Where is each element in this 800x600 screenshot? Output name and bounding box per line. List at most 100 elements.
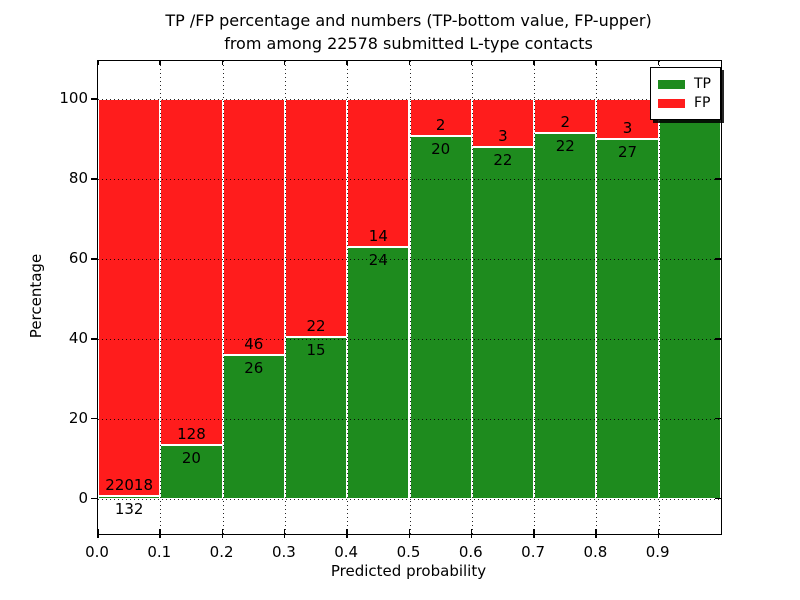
x-gridline [534,61,536,534]
legend-item-label: TP [694,76,711,92]
bar-segment-fp [222,99,285,355]
x-tick-label: 0.0 [85,543,109,561]
bar-label-fp: 2 [435,115,446,134]
legend-item: FP [658,95,711,111]
x-tick-top [533,60,535,65]
bar-label-fp: 3 [622,119,633,138]
x-tick-bottom [346,529,348,538]
y-tick-left [91,258,97,260]
legend-item: TP [658,76,711,92]
x-tick-top [97,60,99,65]
y-tick-right [715,338,721,340]
x-tick-top [283,60,286,65]
x-gridline [160,61,162,534]
y-tick-label: 100 [59,89,88,108]
x-tick-label: 0.2 [209,543,234,561]
bar-label-tp: 24 [368,250,388,269]
bar-label-fp: 22018 [105,476,153,495]
x-gridline [347,61,349,534]
x-tick-bottom [470,529,473,538]
bar-segment-tp [471,147,535,499]
bar-segment-fp [409,99,472,136]
bar-segment-fp [347,99,410,247]
y-tick-left [91,497,97,500]
x-tick-bottom [283,529,286,538]
y-tick-left [91,98,97,100]
x-tick-top [221,60,224,65]
legend: TP FP [650,67,721,120]
bar-segment-tp [222,354,285,499]
bar-segment-tp [98,496,161,499]
x-gridline [658,61,660,534]
bar-segment-tp [658,99,721,499]
x-tick-top [470,60,473,65]
y-tick-right [715,497,721,500]
y-tick-label: 0 [78,488,88,507]
x-tick-top [408,60,410,65]
bar-segment-fp [160,99,223,445]
y-tick-left [91,178,97,180]
x-axis-label: Predicted probability [330,562,487,580]
bar-label-fp: 128 [177,424,206,443]
x-gridline [222,61,224,534]
bar-label-tp: 27 [618,143,638,162]
x-tick-label: 0.7 [521,543,546,561]
tp-color-swatch [658,79,685,89]
bar-segment-tp [347,246,410,499]
x-tick-bottom [97,529,99,538]
y-tick-label: 40 [68,329,88,348]
x-tick-label: 0.5 [396,543,421,561]
x-gridline [596,61,598,534]
x-tick-bottom [595,529,597,538]
x-tick-bottom [408,529,410,538]
chart-title: TP /FP percentage and numbers (TP-bottom… [97,9,720,55]
chart-title-line1: TP /FP percentage and numbers (TP-bottom… [165,11,652,30]
y-tick-right [715,178,721,180]
x-tick-bottom [533,529,535,538]
x-tick-label: 0.1 [147,543,172,561]
x-gridline [471,61,473,534]
fp-color-swatch [658,98,685,108]
y-tick-label: 80 [68,169,88,188]
bar-label-fp: 46 [244,334,264,353]
x-gridline [284,61,286,534]
y-tick-right [715,258,721,260]
plot-area: 220181321282046262215142422032222232732 … [97,60,722,535]
bar-label-fp: 2 [560,112,571,131]
y-tick-left [91,417,97,420]
bar-label-fp: 3 [498,127,508,146]
x-tick-top [346,60,348,65]
bar-segment-tp [534,132,597,499]
bar-label-tp: 15 [306,340,326,359]
x-tick-bottom [657,529,660,538]
y-tick-left [91,338,97,340]
bar-label-tp: 26 [244,358,264,377]
chart-title-line2: from among 22578 submitted L-type contac… [224,34,593,53]
bar-label-tp: 22 [493,151,513,170]
legend-item-label: FP [694,95,711,111]
bar-label-tp: 20 [431,139,451,158]
x-tick-bottom [159,529,161,538]
bar-segment-tp [596,139,659,499]
bar-segment-tp [409,135,472,499]
x-tick-label: 0.8 [583,543,608,561]
bar-label-tp: 22 [555,136,575,155]
x-tick-label: 0.9 [645,543,670,561]
x-tick-top [159,60,161,65]
x-tick-top [595,60,597,65]
y-tick-label: 60 [68,249,88,268]
x-gridline [409,61,411,534]
y-tick-label: 20 [68,408,88,427]
x-tick-top [657,60,660,65]
bar-label-fp: 22 [306,316,326,335]
x-tick-label: 0.4 [334,543,359,561]
x-tick-label: 0.3 [271,543,296,561]
bar-segment-tp [284,336,348,499]
x-tick-bottom [221,529,224,538]
bar-label-tp: 20 [181,448,201,467]
bar-segment-fp [98,99,161,497]
bar-label-fp: 14 [368,226,388,245]
bar-segment-fp [284,99,348,337]
bar-label-tp: 132 [114,500,144,519]
